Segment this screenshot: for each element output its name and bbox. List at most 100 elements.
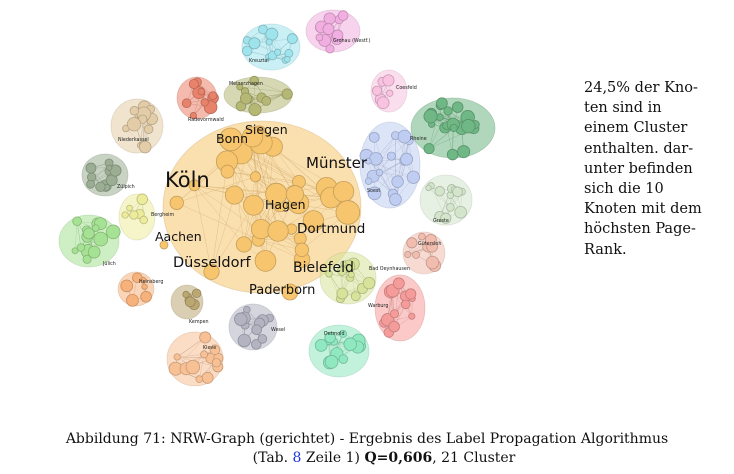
caption-line-1: Abbildung 71: NRW-Graph (gerichtet) - Er…	[65, 431, 669, 447]
city-label: Siegen	[245, 122, 288, 137]
cluster	[374, 274, 426, 342]
cluster	[118, 193, 156, 241]
small-city-label: Jülich	[102, 261, 116, 267]
graph-node	[143, 124, 154, 134]
graph-node	[335, 200, 361, 225]
graph-node	[336, 287, 349, 300]
graph-node	[423, 143, 435, 155]
graph-node	[376, 96, 390, 109]
cluster-hull	[359, 121, 421, 209]
graph-node	[241, 45, 253, 57]
graph-node	[302, 210, 325, 232]
graph-node	[243, 194, 264, 216]
cluster	[241, 23, 301, 71]
side-note-line: sich die 10	[584, 181, 664, 198]
graph-node	[191, 288, 202, 299]
graph-node	[173, 353, 181, 361]
cluster	[117, 271, 155, 307]
graph-node	[106, 164, 113, 171]
side-note-line: höchsten Page-	[584, 221, 696, 238]
graph-node	[140, 276, 147, 284]
city-label: Hagen	[265, 197, 306, 212]
graph-node	[382, 74, 395, 87]
small-city-label: Meinerzhagen	[229, 81, 263, 87]
graph-node	[188, 78, 199, 90]
graph-node	[121, 211, 129, 219]
side-note-line: unter befinden	[584, 160, 693, 177]
graph-node	[181, 98, 192, 109]
graph-node	[203, 263, 220, 280]
graph-node	[337, 265, 348, 276]
small-city-label: Coesfeld	[396, 85, 417, 91]
graph-node	[220, 164, 235, 179]
graph-node	[425, 255, 440, 270]
graph-node	[72, 216, 82, 226]
table-reference-link[interactable]: 8	[292, 450, 302, 466]
graph-node	[126, 293, 139, 307]
graph-node	[281, 283, 299, 301]
graph-node	[324, 355, 339, 369]
graph-node	[169, 195, 184, 210]
cluster	[223, 75, 293, 117]
caption-line-2: (Tab. 8 Zeile 1) Q=0,606, 21 Cluster	[0, 449, 734, 468]
graph-node	[267, 220, 289, 242]
graph-node	[248, 103, 262, 117]
graph-node	[82, 254, 92, 264]
graph-node	[200, 98, 209, 107]
city-label: Aachen	[155, 229, 202, 244]
caption-tab-open: (Tab.	[252, 450, 289, 466]
graph-node	[337, 10, 349, 21]
graph-node	[249, 171, 262, 183]
graph-node	[406, 170, 421, 184]
small-city-label: Zülpich	[117, 184, 135, 190]
graph-node	[219, 127, 243, 152]
small-city-label: Heinsberg	[139, 279, 163, 285]
city-label: Bielefeld	[293, 260, 354, 276]
graph-node	[408, 312, 416, 320]
cluster	[58, 214, 121, 268]
small-city-label: Radevormwald	[188, 117, 224, 123]
small-city-label: Detmold	[324, 331, 345, 337]
graph-node	[200, 350, 209, 359]
graph-node	[139, 215, 148, 225]
small-city-label: Kempen	[189, 319, 209, 325]
graph-node	[315, 33, 324, 42]
graph-node	[314, 339, 328, 352]
graph-node	[446, 148, 459, 161]
graph-node	[364, 177, 373, 185]
graph-node	[405, 288, 417, 300]
graph-node	[188, 179, 201, 192]
graph-node	[369, 152, 383, 166]
small-city-label: Soest	[367, 188, 380, 194]
graph-node	[434, 186, 445, 197]
graph-node	[339, 329, 347, 338]
graph-node	[254, 250, 277, 272]
graph-node	[400, 152, 414, 166]
graph-node	[390, 309, 400, 319]
small-city-label: Warburg	[368, 303, 388, 309]
graph-node	[199, 331, 212, 344]
small-city-label: Bad Oeynhausen	[369, 266, 410, 272]
graph-node	[189, 111, 197, 120]
side-note-line: 24,5% der Kno-	[584, 80, 698, 96]
city-label: Paderborn	[249, 283, 315, 298]
small-city-label: Kreuztal	[249, 58, 269, 64]
graph-node	[371, 85, 383, 96]
cluster	[81, 153, 129, 197]
graph-node	[95, 181, 106, 192]
graph-node	[388, 320, 400, 333]
graph-node	[452, 186, 463, 198]
side-note-line: enthalten. dar-	[584, 140, 694, 157]
graph-node	[209, 344, 221, 356]
graph-node	[85, 162, 97, 174]
graph-node	[446, 202, 455, 212]
graph-node	[362, 276, 376, 290]
graph-node	[82, 227, 95, 240]
caption-suffix: , 21 Cluster	[432, 450, 516, 466]
city-label: Münster	[306, 154, 368, 172]
graph-node	[208, 91, 218, 101]
graph-node	[284, 56, 291, 63]
cluster	[402, 231, 446, 275]
graph-node	[87, 245, 101, 259]
graph-node	[325, 44, 335, 54]
